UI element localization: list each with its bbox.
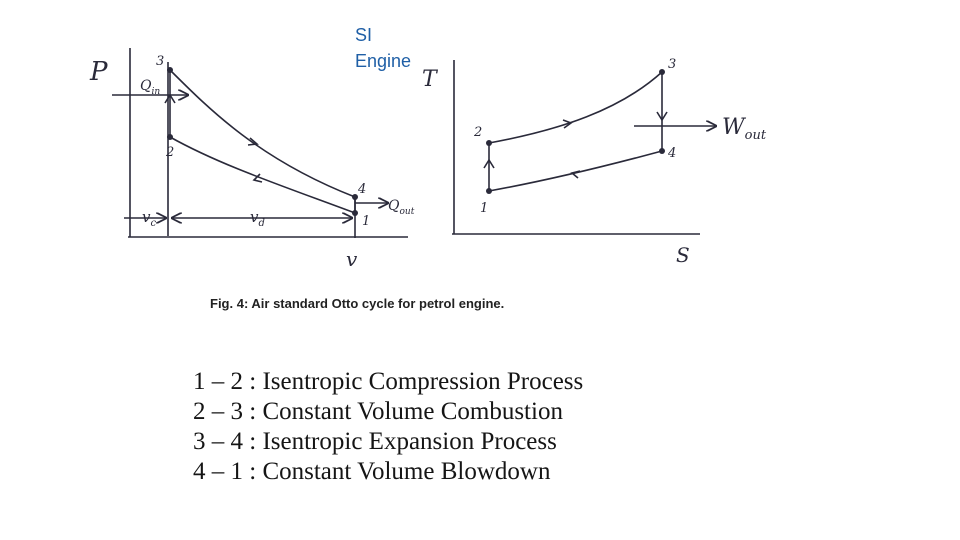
- pv-heat-out-label: Qout: [388, 198, 415, 217]
- pv-label-4: 4: [357, 182, 366, 197]
- process-row: 1 – 2 : Isentropic Compression Process: [193, 367, 583, 397]
- pv-diagram: [112, 48, 408, 238]
- pv-process-3-4: [169, 69, 356, 198]
- process-range: 4 – 1: [193, 458, 243, 485]
- ts-point-1: [486, 188, 492, 194]
- process-range: 1 – 2: [193, 368, 243, 395]
- ts-arrow-4-1: [570, 170, 581, 179]
- pv-swept-label: vd: [250, 208, 265, 229]
- ts-state-points: [486, 69, 665, 194]
- ts-x-axis-label: S: [676, 243, 690, 267]
- process-separator: :: [249, 368, 257, 395]
- process-range: 2 – 3: [193, 398, 243, 425]
- ts-label-2: 2: [473, 125, 482, 140]
- ts-point-4: [659, 148, 665, 154]
- process-range: 3 – 4: [193, 428, 243, 455]
- process-list: 1 – 2 : Isentropic Compression Process 2…: [193, 367, 583, 487]
- ts-y-axis-label: T: [422, 67, 439, 92]
- process-description: Constant Volume Combustion: [262, 398, 563, 425]
- ts-arrow-2-3: [562, 119, 573, 129]
- pv-y-axis-label: P: [89, 57, 108, 87]
- slide-title-line2: Engine: [355, 51, 412, 71]
- process-row: 4 – 1 : Constant Volume Blowdown: [193, 457, 583, 487]
- pv-label-3: 3: [156, 54, 164, 69]
- process-separator: :: [249, 398, 257, 425]
- ts-point-2: [486, 140, 492, 146]
- slide-title: SI Engine: [355, 22, 411, 74]
- slide-title-line1: SI: [355, 25, 373, 45]
- pv-point-2: [167, 134, 173, 140]
- figure-caption: Fig. 4: Air standard Otto cycle for petr…: [210, 296, 505, 311]
- process-separator: :: [249, 428, 257, 455]
- pv-clearance-label: vc: [142, 208, 156, 229]
- pv-x-axis-label: v: [346, 247, 358, 271]
- ts-process-2-3: [488, 71, 663, 144]
- process-description: Isentropic Compression Process: [262, 368, 584, 395]
- ts-label-3: 3: [668, 57, 676, 72]
- pv-state-points: [167, 67, 358, 216]
- ts-work-out-label: Wout: [722, 115, 767, 143]
- process-row: 2 – 3 : Constant Volume Combustion: [193, 397, 583, 427]
- pv-process-1-2: [169, 136, 356, 214]
- ts-process-4-1: [488, 150, 663, 192]
- process-description: Constant Volume Blowdown: [262, 458, 551, 485]
- pv-point-3: [167, 67, 173, 73]
- ts-arrow-1-2: [483, 158, 495, 169]
- pv-arrow-1-2: [252, 173, 263, 183]
- ts-diagram: [452, 60, 716, 235]
- pv-label-2: 2: [165, 145, 174, 160]
- pv-heat-in-label: Qin: [140, 78, 160, 97]
- process-separator: :: [249, 458, 257, 485]
- pv-label-1: 1: [362, 214, 370, 229]
- pv-point-4: [352, 194, 358, 200]
- pv-arrow-3-4: [247, 137, 259, 146]
- process-row: 3 – 4 : Isentropic Expansion Process: [193, 427, 583, 457]
- ts-label-4: 4: [667, 146, 676, 161]
- pv-point-1: [352, 210, 358, 216]
- otto-cycle-diagrams: P v 3 2 4 1 Qin Qout vc vd T S 3 4 2 1 W…: [89, 48, 767, 271]
- process-description: Isentropic Expansion Process: [262, 428, 557, 455]
- ts-arrow-3-4: [656, 111, 668, 122]
- ts-label-1: 1: [480, 201, 488, 216]
- ts-point-3: [659, 69, 665, 75]
